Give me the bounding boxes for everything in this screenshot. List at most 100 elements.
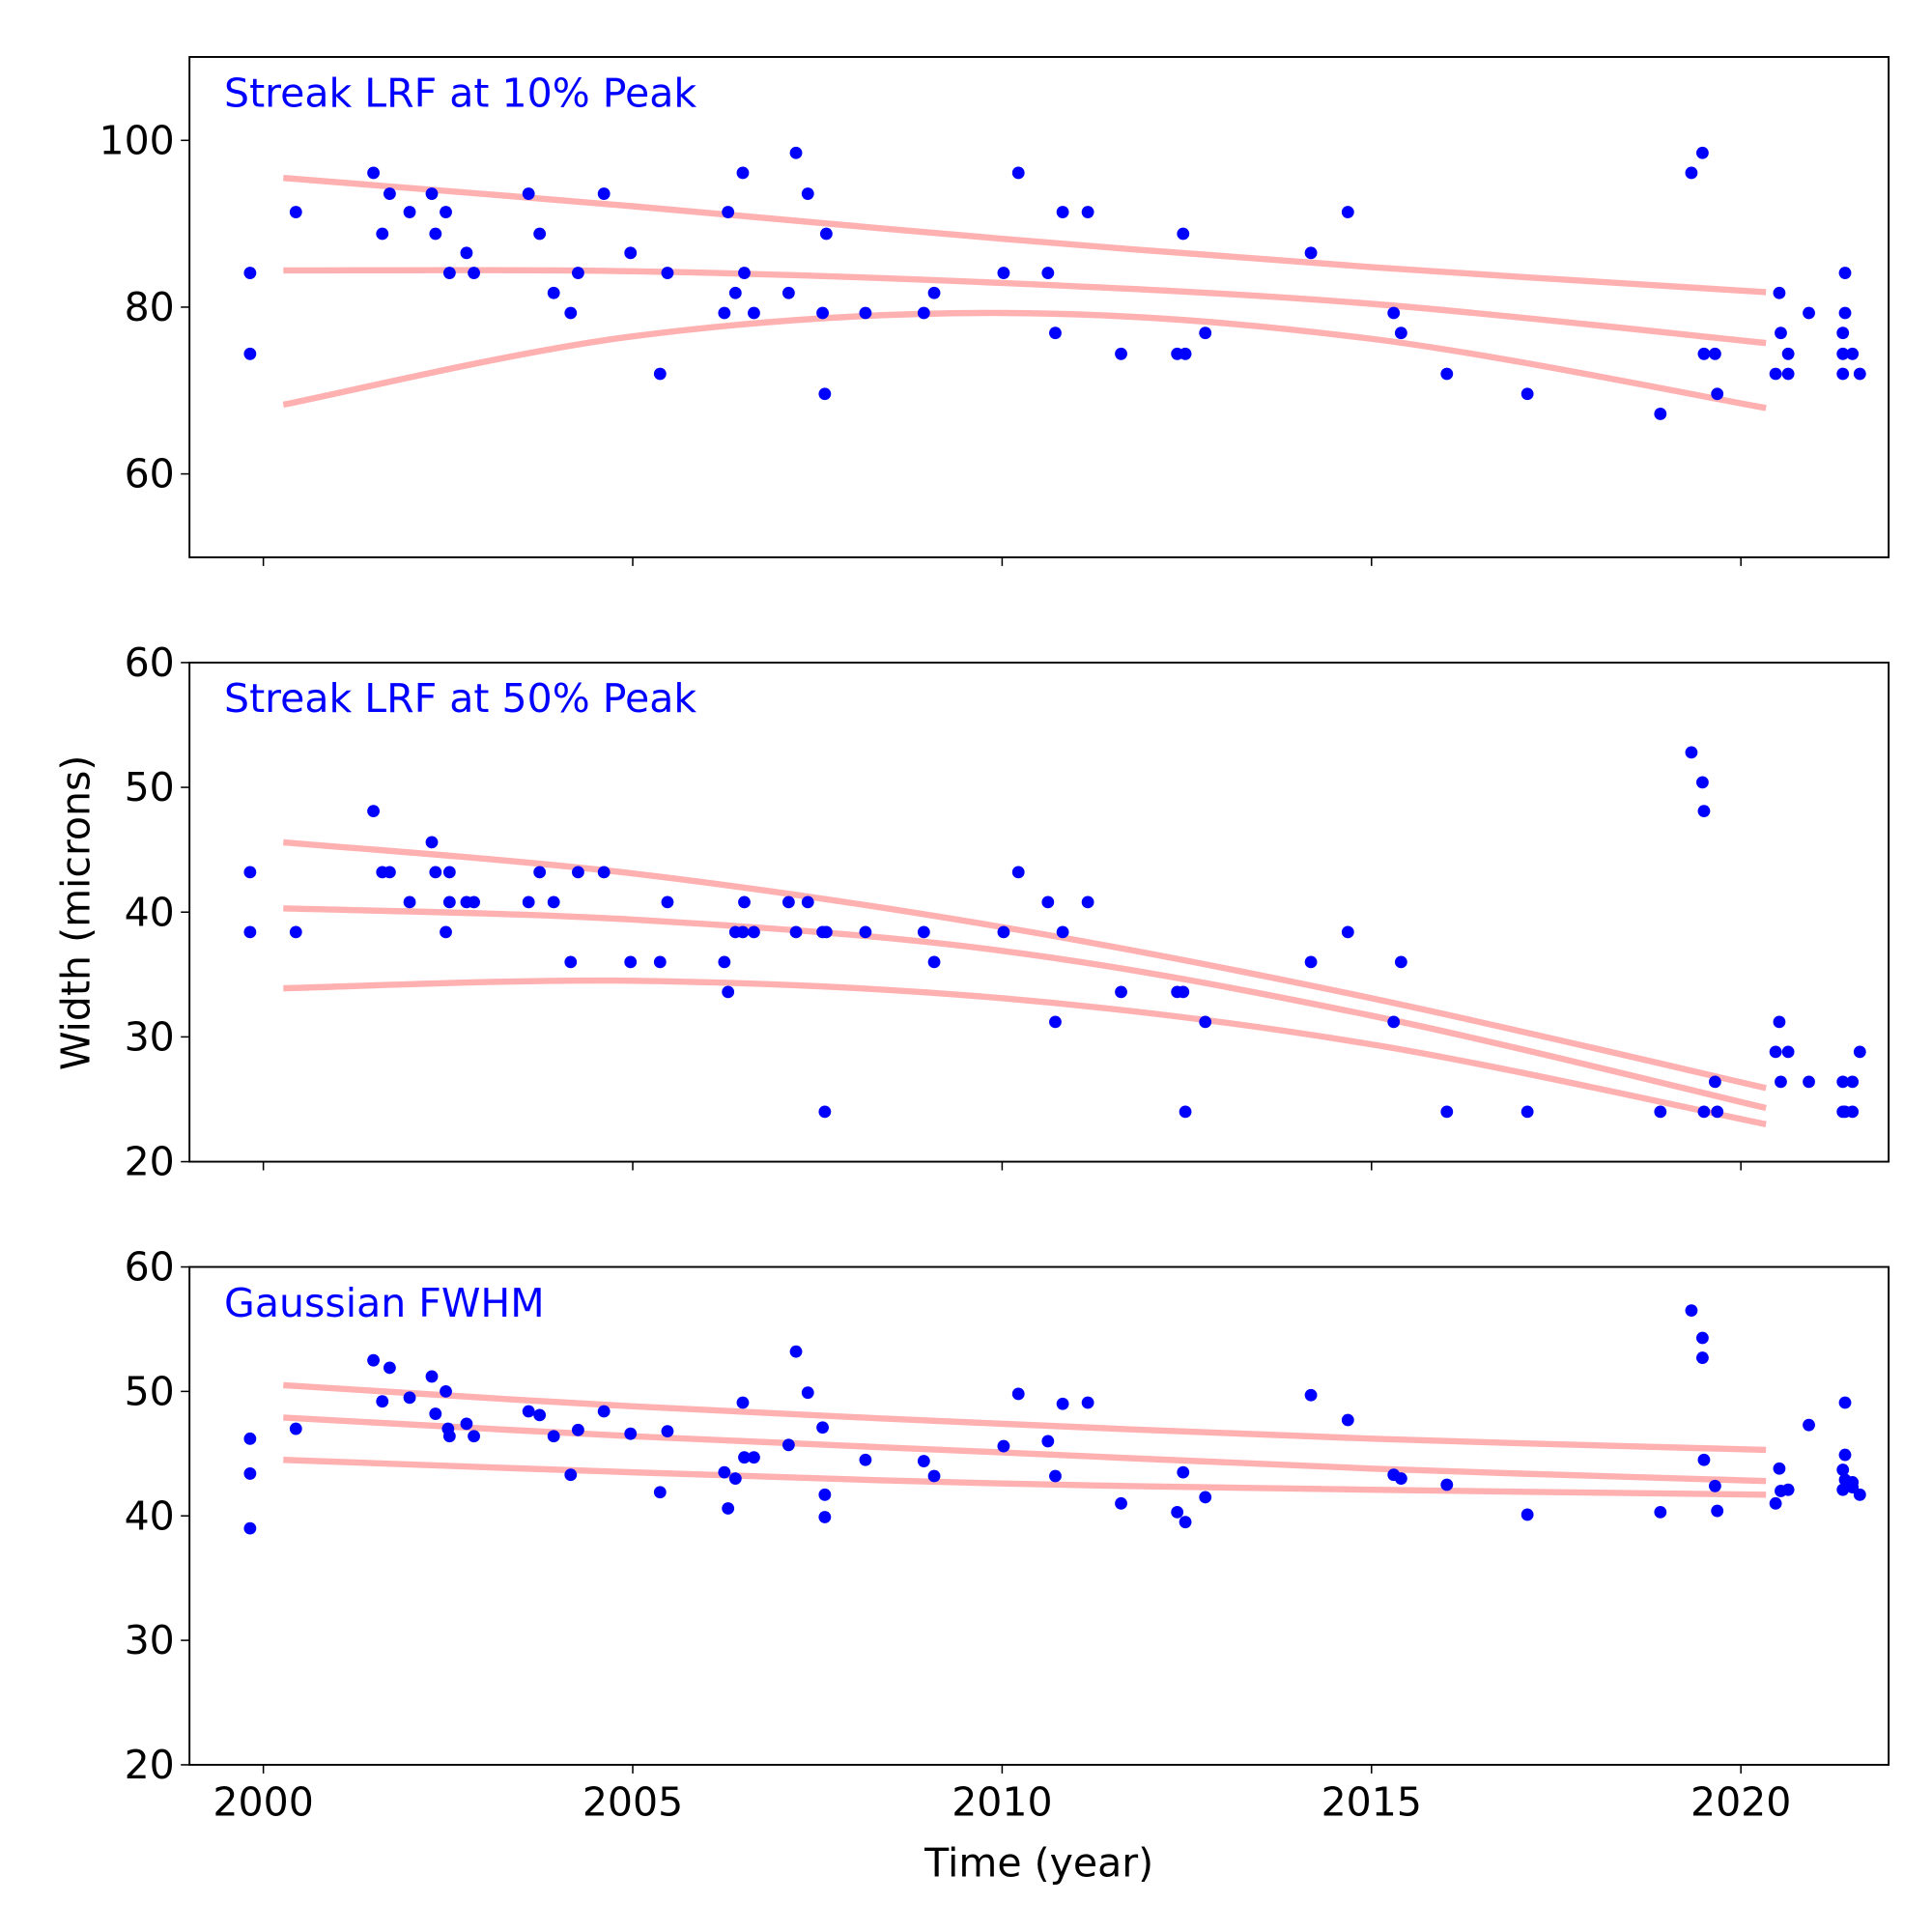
data-point xyxy=(1769,367,1782,381)
data-point xyxy=(1056,1397,1069,1410)
data-point xyxy=(1115,985,1127,999)
data-point xyxy=(429,227,442,241)
data-point xyxy=(1394,1472,1407,1485)
data-point xyxy=(718,1465,731,1479)
data-point xyxy=(748,306,760,320)
data-point xyxy=(1011,866,1025,879)
data-point xyxy=(1199,327,1212,340)
data-point xyxy=(1049,327,1062,340)
data-point xyxy=(1695,776,1709,789)
fit-line-2 xyxy=(283,267,1767,347)
data-point xyxy=(403,895,416,909)
y-tick-label: 20 xyxy=(125,1139,175,1185)
data-point xyxy=(736,1396,750,1409)
data-point xyxy=(1711,387,1724,401)
y-tick-label: 40 xyxy=(125,1492,175,1539)
data-point xyxy=(781,895,795,909)
data-point xyxy=(1773,286,1786,299)
data-point xyxy=(1853,1045,1866,1059)
data-point xyxy=(789,146,803,159)
data-point xyxy=(1081,206,1094,218)
data-point xyxy=(442,1430,456,1443)
panel-3: 20 30 40 50 60 2000 2005 2010 2015 2020 Gaussian F… xyxy=(125,1244,1890,1825)
data-point xyxy=(383,866,396,879)
data-point xyxy=(1387,306,1401,320)
data-point xyxy=(547,1430,560,1443)
data-point xyxy=(383,187,396,200)
data-point xyxy=(1853,367,1866,381)
data-point xyxy=(1041,267,1055,279)
data-point xyxy=(859,1453,872,1466)
y-tick-label: 30 xyxy=(125,1617,175,1663)
data-point xyxy=(1171,1505,1184,1519)
data-point xyxy=(1773,1015,1786,1029)
data-point xyxy=(1838,1396,1852,1409)
data-point xyxy=(818,1511,832,1523)
data-point xyxy=(1041,1435,1055,1448)
data-point xyxy=(917,925,930,939)
data-point xyxy=(547,895,560,909)
x-tick-label: 2010 xyxy=(952,1778,1052,1825)
data-point xyxy=(927,1469,941,1483)
data-point xyxy=(661,1425,674,1438)
data-point xyxy=(801,187,814,200)
data-point xyxy=(460,1417,473,1431)
data-point xyxy=(1520,1508,1534,1521)
x-axis-label: Time (year) xyxy=(923,1839,1153,1886)
data-point xyxy=(728,1472,742,1485)
data-point xyxy=(403,1391,416,1405)
data-point xyxy=(1387,1015,1401,1029)
data-point xyxy=(522,187,535,200)
data-point xyxy=(653,955,667,969)
data-point xyxy=(597,187,611,200)
panel-title: Streak LRF at 50% Peak xyxy=(224,675,696,722)
data-point xyxy=(997,1439,1010,1453)
data-point xyxy=(997,925,1010,939)
data-point xyxy=(1341,206,1354,218)
data-point xyxy=(917,306,930,320)
data-point xyxy=(1773,1462,1786,1475)
data-point xyxy=(289,1422,302,1435)
data-point xyxy=(429,1407,442,1420)
data-point xyxy=(1081,1396,1094,1409)
data-point xyxy=(1041,895,1055,909)
data-point xyxy=(1838,1448,1852,1462)
data-point xyxy=(789,925,803,939)
data-point xyxy=(403,206,416,218)
data-point xyxy=(1049,1015,1062,1029)
data-point xyxy=(468,895,481,909)
x-tick-label: 2000 xyxy=(213,1778,313,1825)
data-point xyxy=(533,866,547,879)
data-point xyxy=(722,206,735,218)
data-point xyxy=(653,1486,667,1499)
data-point xyxy=(1520,387,1534,401)
data-point xyxy=(597,866,611,879)
data-point xyxy=(927,955,941,969)
data-point xyxy=(748,925,760,939)
data-point xyxy=(564,306,578,320)
y-axis-label: Width (microns) xyxy=(52,755,99,1071)
data-point xyxy=(243,347,257,360)
data-point xyxy=(819,227,833,241)
data-point xyxy=(533,1408,547,1422)
data-point xyxy=(1179,1105,1192,1119)
data-point xyxy=(440,206,452,218)
fit-line-2 xyxy=(283,905,1767,1112)
data-point xyxy=(722,1502,735,1515)
data-point xyxy=(736,166,750,180)
y-tick-label: 20 xyxy=(125,1742,175,1788)
data-point xyxy=(442,895,456,909)
data-point xyxy=(818,1488,832,1501)
fit-line-3 xyxy=(283,1457,1767,1498)
data-point xyxy=(1846,347,1860,360)
data-point xyxy=(1781,367,1795,381)
data-point xyxy=(1836,1463,1850,1476)
data-point xyxy=(1179,347,1192,360)
data-point xyxy=(1115,1496,1127,1510)
panel-title: Gaussian FWHM xyxy=(224,1280,545,1326)
data-point xyxy=(1011,166,1025,180)
data-point xyxy=(1846,1075,1860,1089)
data-point xyxy=(738,1451,751,1464)
data-point xyxy=(1838,306,1852,320)
data-point xyxy=(624,1427,638,1440)
